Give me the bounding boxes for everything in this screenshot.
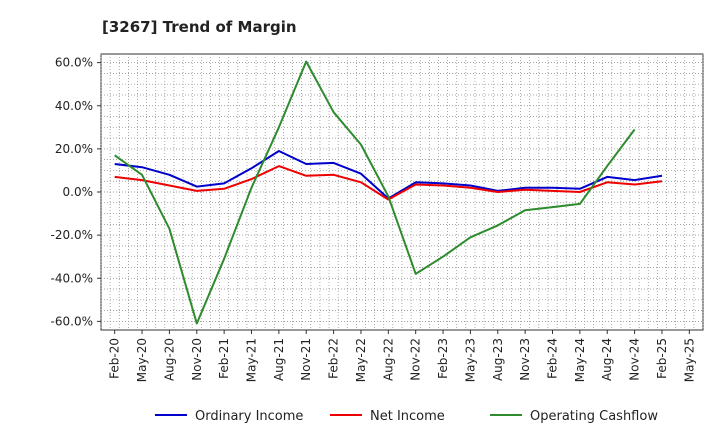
x-tick-label: Aug-20 <box>162 338 176 381</box>
x-tick-label: Aug-22 <box>381 338 395 381</box>
x-tick-label: Feb-25 <box>655 338 669 379</box>
x-tick-label: May-22 <box>354 338 368 382</box>
y-tick-label: -20.0% <box>51 228 93 242</box>
series-line-operating-cashflow <box>114 60 636 325</box>
series-line-net-income <box>114 165 663 201</box>
y-tick-label: -60.0% <box>51 314 93 328</box>
x-axis-ticks: Feb-20 May-20 Aug-20 Nov-20 Feb-21 May-21 Aug-… <box>108 330 696 382</box>
x-tick-label: May-20 <box>135 338 149 382</box>
legend: Ordinary Income Net Income Operating Cashf… <box>155 409 658 424</box>
x-tick-label: Nov-21 <box>299 338 313 381</box>
series-layer <box>114 60 663 325</box>
x-tick-label: Aug-23 <box>491 338 505 381</box>
x-tick-label: Aug-24 <box>600 338 614 381</box>
x-tick-label: Feb-22 <box>327 338 341 379</box>
x-tick-label: May-24 <box>573 338 587 382</box>
x-tick-label: May-23 <box>463 338 477 382</box>
x-tick-label: Feb-23 <box>436 338 450 379</box>
x-tick-label: Nov-20 <box>190 338 204 381</box>
x-tick-label: May-25 <box>682 338 696 382</box>
legend-label: Ordinary Income <box>195 409 303 424</box>
y-tick-label: -40.0% <box>51 271 93 285</box>
x-tick-label: Feb-24 <box>546 338 560 379</box>
x-tick-label: May-21 <box>245 338 259 382</box>
legend-label: Net Income <box>370 409 445 424</box>
y-tick-label: 40.0% <box>55 99 93 113</box>
x-tick-label: Feb-21 <box>217 338 231 379</box>
x-tick-label: Aug-21 <box>272 338 286 381</box>
x-tick-label: Nov-24 <box>628 338 642 381</box>
y-tick-label: 20.0% <box>55 142 93 156</box>
chart-title: [3267] Trend of Margin <box>102 18 297 36</box>
x-tick-label: Nov-22 <box>409 338 423 381</box>
x-tick-label: Nov-23 <box>518 338 532 381</box>
y-axis-ticks: 60.0% 40.0% 20.0% 0.0% -20.0% -40.0% -60.0% <box>51 56 101 328</box>
x-tick-label: Feb-20 <box>108 338 122 379</box>
y-tick-label: 60.0% <box>55 56 93 70</box>
y-tick-label: 0.0% <box>63 185 94 199</box>
legend-label: Operating Cashflow <box>530 409 658 424</box>
